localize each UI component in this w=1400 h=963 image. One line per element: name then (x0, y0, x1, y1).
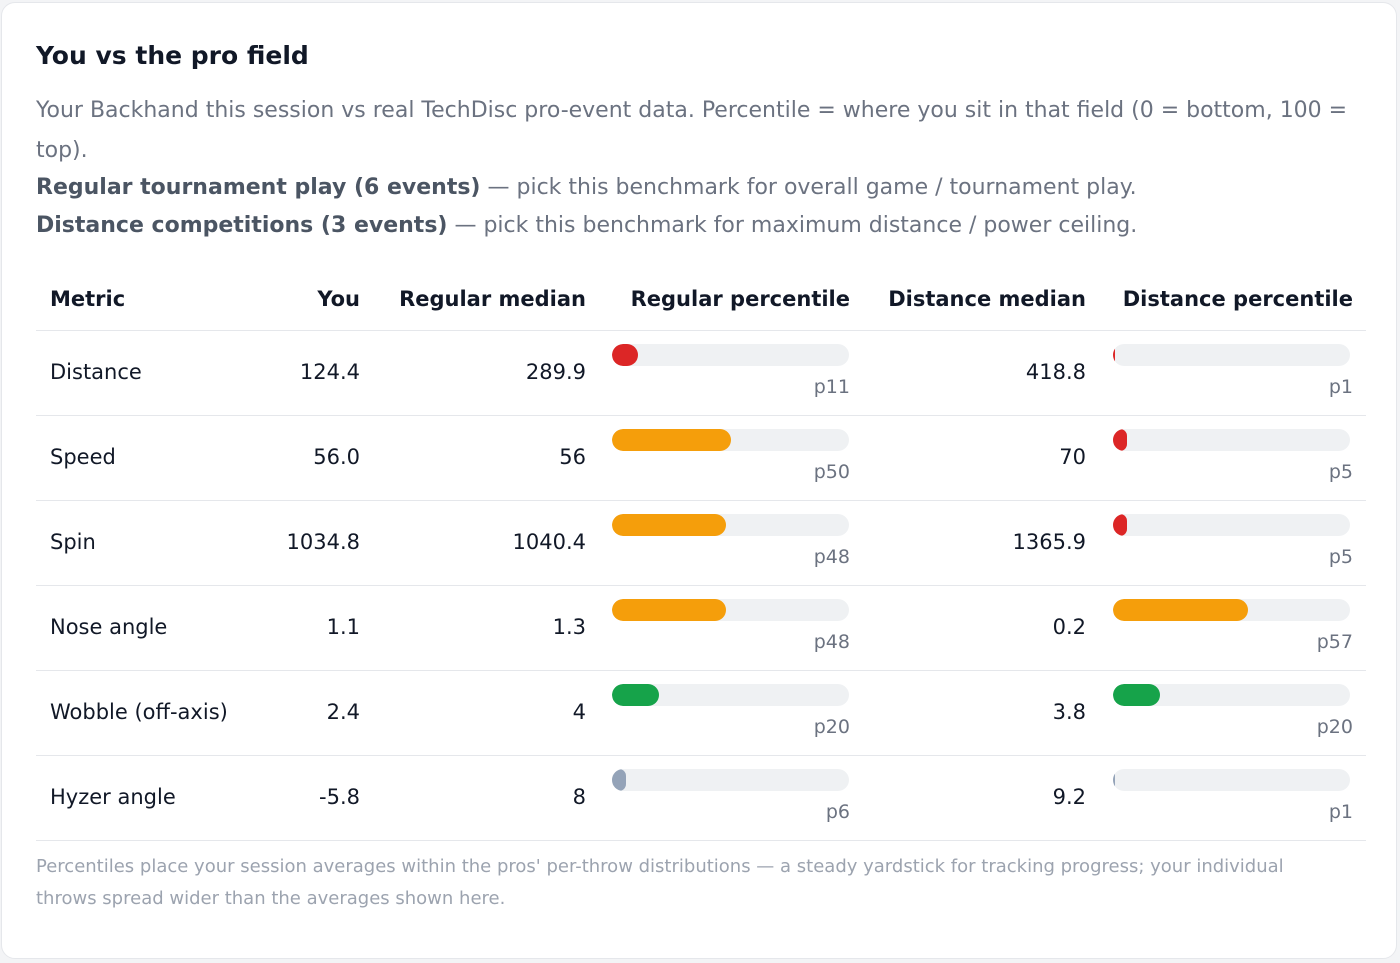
table-row: Wobble (off-axis) 2.4 4 p20 3.8 p20 (36, 671, 1366, 756)
table-body: Distance 124.4 289.9 p11 418.8 p1 Speed 56.0 56 p… (36, 331, 1366, 841)
intro-text: Your Backhand this session vs real TechD… (36, 98, 1348, 163)
distance-percentile-bar (1113, 684, 1161, 706)
table-row: Nose angle 1.1 1.3 p48 0.2 p57 (36, 586, 1366, 671)
regular-percentile-label: p48 (813, 546, 850, 568)
you-value: 2.4 (326, 700, 360, 724)
regular-percentile-bar (612, 514, 726, 536)
regular-median-value: 56 (559, 445, 586, 469)
distance-median-value: 9.2 (1052, 785, 1086, 809)
regular-percentile-track (612, 684, 849, 706)
distance-percentile-bar (1113, 769, 1115, 791)
header-distance-percentile: Distance percentile (1122, 287, 1353, 311)
regular-median-value: 4 (572, 700, 586, 724)
distance-percentile-track (1113, 429, 1350, 451)
distance-median-value: 70 (1059, 445, 1086, 469)
table-row: Distance 124.4 289.9 p11 418.8 p1 (36, 331, 1366, 416)
regular-median-value: 1.3 (552, 615, 586, 639)
header-regular-median: Regular median (399, 287, 586, 311)
metric-name: Hyzer angle (50, 785, 176, 809)
header-metric: Metric (50, 287, 126, 311)
regular-percentile-label: p20 (813, 716, 850, 738)
regular-percentile-label: p6 (825, 801, 850, 823)
regular-percentile-bar (612, 769, 627, 791)
you-value: 56.0 (313, 445, 360, 469)
you-value: 1.1 (326, 615, 360, 639)
panel-title: You vs the pro field (36, 41, 309, 70)
you-value: 1034.8 (286, 530, 360, 554)
regular-median-value: 1040.4 (512, 530, 586, 554)
metric-name: Spin (50, 530, 96, 554)
distance-percentile-bar (1113, 344, 1115, 366)
distance-percentile-bar (1113, 599, 1249, 621)
table-row: Spin 1034.8 1040.4 p48 1365.9 p5 (36, 501, 1366, 586)
benchmark-distance-desc: — pick this benchmark for maximum distan… (447, 213, 1138, 238)
regular-percentile-label: p11 (813, 376, 850, 398)
regular-percentile-label: p50 (813, 461, 850, 483)
metric-name: Distance (50, 360, 142, 384)
regular-percentile-track (612, 344, 849, 366)
comparison-table: Metric You Regular median Regular percen… (36, 273, 1366, 841)
regular-percentile-bar (612, 599, 726, 621)
table-row: Hyzer angle -5.8 8 p6 9.2 p1 (36, 756, 1366, 841)
regular-percentile-track (612, 769, 849, 791)
footnote: Percentiles place your session averages … (36, 856, 1284, 909)
distance-percentile-track (1113, 769, 1350, 791)
distance-percentile-bar (1113, 429, 1127, 451)
distance-percentile-label: p5 (1328, 546, 1353, 568)
regular-percentile-bar (612, 684, 660, 706)
distance-percentile-label: p1 (1328, 801, 1353, 823)
header-regular-percentile: Regular percentile (630, 287, 850, 311)
metric-name: Speed (50, 445, 116, 469)
distance-percentile-track (1113, 344, 1350, 366)
table-row: Speed 56.0 56 p50 70 p5 (36, 416, 1366, 501)
benchmark-distance: Distance competitions (3 events) — pick … (36, 207, 1356, 245)
regular-percentile-track (612, 599, 849, 621)
metric-name: Nose angle (50, 615, 168, 639)
you-value: 124.4 (299, 360, 360, 384)
distance-median-value: 3.8 (1052, 700, 1086, 724)
regular-median-value: 289.9 (525, 360, 586, 384)
distance-percentile-track (1113, 599, 1350, 621)
regular-percentile-label: p48 (813, 631, 850, 653)
regular-percentile-bar (612, 429, 731, 451)
distance-percentile-bar (1113, 514, 1127, 536)
distance-percentile-label: p5 (1328, 461, 1353, 483)
header-you: You (317, 287, 360, 311)
metric-name: Wobble (off-axis) (50, 700, 228, 724)
benchmark-regular-desc: — pick this benchmark for overall game /… (480, 175, 1137, 200)
distance-median-value: 1365.9 (1012, 530, 1086, 554)
benchmark-distance-label: Distance competitions (3 events) (36, 213, 448, 238)
distance-percentile-label: p20 (1316, 716, 1353, 738)
header-distance-median: Distance median (888, 287, 1086, 311)
benchmark-regular-label: Regular tournament play (6 events) (36, 175, 481, 200)
regular-median-value: 8 (572, 785, 586, 809)
benchmark-regular: Regular tournament play (6 events) — pic… (36, 169, 1356, 207)
distance-percentile-label: p1 (1328, 376, 1353, 398)
you-value: -5.8 (319, 785, 360, 809)
distance-percentile-track (1113, 684, 1350, 706)
distance-median-value: 418.8 (1025, 360, 1086, 384)
distance-percentile-label: p57 (1316, 631, 1353, 653)
regular-percentile-track (612, 514, 849, 536)
distance-percentile-track (1113, 514, 1350, 536)
regular-percentile-track (612, 429, 849, 451)
distance-median-value: 0.2 (1052, 615, 1086, 639)
regular-percentile-bar (612, 344, 639, 366)
table-header: Metric You Regular median Regular percen… (36, 273, 1366, 331)
